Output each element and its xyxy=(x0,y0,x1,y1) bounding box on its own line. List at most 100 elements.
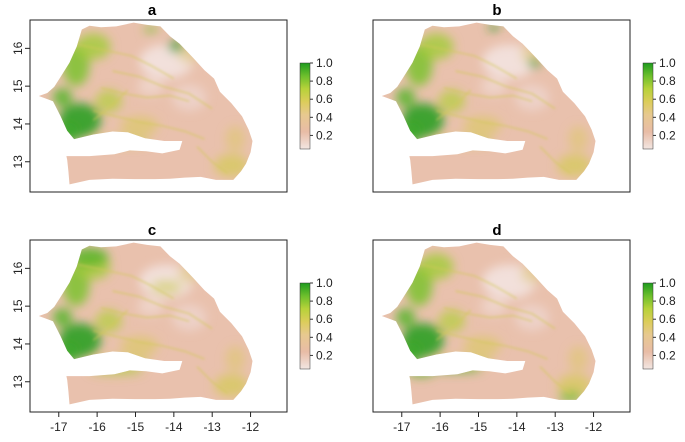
x-axis: -17 -16 -15 -14 -13 -12 xyxy=(393,412,603,434)
land-area xyxy=(381,242,596,405)
x-tick-label: -13 xyxy=(547,420,565,434)
suitability-patch xyxy=(168,40,184,53)
legend-bar xyxy=(642,62,654,150)
land-area xyxy=(381,22,596,185)
legend-label: 1.0 xyxy=(316,56,333,70)
gambia-river xyxy=(70,363,178,369)
x-tick-label: -17 xyxy=(50,420,68,434)
river-line xyxy=(420,44,518,80)
suitability-patch xyxy=(568,125,588,153)
suitability-patch xyxy=(480,296,508,316)
legend-label: 0.4 xyxy=(316,110,333,124)
legend-label: 0.4 xyxy=(659,110,676,124)
suitability-patch xyxy=(95,89,123,113)
legend-label: 0.6 xyxy=(659,312,676,326)
panel-a: a 13 14 15 16 1.0 0.8 0.6 0.4 0.2 xyxy=(11,2,333,193)
color-legend: 1.0 0.8 0.6 0.4 0.2 xyxy=(642,276,676,370)
gambia-river xyxy=(413,143,521,149)
legend-label: 0.2 xyxy=(659,348,676,362)
gambia-river xyxy=(413,363,521,369)
suitability-patch xyxy=(396,342,423,365)
river-line xyxy=(92,309,129,341)
legend-label: 0.8 xyxy=(659,74,676,88)
river-line xyxy=(196,366,228,394)
suitability-patch xyxy=(396,122,423,145)
river-line xyxy=(196,146,228,174)
panel-title: c xyxy=(148,222,156,239)
suitability-patch xyxy=(401,103,444,138)
legend-label: 0.8 xyxy=(316,294,333,308)
suitability-patch xyxy=(463,116,502,136)
panel-c: c 13 14 15 16 -17 -16 -15 -14 -13 -12 1.0 0.8 0.6 0… xyxy=(11,222,333,434)
x-tick-label: -16 xyxy=(88,420,106,434)
legend-label: 0.6 xyxy=(316,312,333,326)
river-line xyxy=(455,290,556,330)
map-layer xyxy=(381,22,596,185)
x-axis: -17 -16 -15 -14 -13 -12 xyxy=(50,412,260,434)
suitability-patch xyxy=(58,323,101,358)
suitability-patch xyxy=(53,342,80,365)
x-tick-label: -12 xyxy=(585,420,603,434)
legend-label: 1.0 xyxy=(316,276,333,290)
river-line xyxy=(100,307,190,322)
x-tick-label: -14 xyxy=(165,420,183,434)
legend-label: 0.8 xyxy=(659,294,676,308)
river-line xyxy=(92,89,129,121)
legend-label: 0.2 xyxy=(316,128,333,142)
suitability-patch xyxy=(428,364,483,373)
suitability-patch xyxy=(557,374,592,397)
suitability-patch xyxy=(225,125,245,153)
suitability-patch xyxy=(89,365,144,375)
river-line xyxy=(435,309,472,341)
suitability-patch xyxy=(463,336,502,356)
suitability-patch xyxy=(150,279,182,295)
river-line xyxy=(436,110,548,140)
suitability-patch xyxy=(557,154,592,177)
y-tick-label: 13 xyxy=(11,375,25,389)
river-line xyxy=(436,330,548,360)
y-tick-label: 16 xyxy=(11,41,25,55)
plot-frame xyxy=(372,239,631,413)
legend-label: 1.0 xyxy=(659,56,676,70)
suitability-patch xyxy=(89,136,151,146)
y-axis: 13 14 15 16 xyxy=(11,261,30,388)
suitability-patch xyxy=(137,296,165,316)
y-axis: 13 14 15 16 xyxy=(11,41,30,168)
suitability-patch xyxy=(177,264,201,284)
suitability-patch xyxy=(432,356,494,366)
land-area xyxy=(38,242,253,405)
x-tick-label: -13 xyxy=(204,420,222,434)
suitability-patch xyxy=(53,122,80,145)
river-line xyxy=(443,307,533,322)
x-tick-label: -15 xyxy=(470,420,488,434)
suitability-patch xyxy=(520,264,544,284)
legend-label: 0.2 xyxy=(659,128,676,142)
suitability-patch xyxy=(120,336,159,356)
suitability-patch xyxy=(528,58,540,69)
suitability-patch xyxy=(396,308,416,327)
x-tick-label: -17 xyxy=(393,420,411,434)
legend-label: 0.4 xyxy=(316,330,333,344)
suitability-patch xyxy=(95,309,123,333)
y-tick-label: 16 xyxy=(11,261,25,275)
plot-frame xyxy=(29,19,288,193)
color-legend: 1.0 0.8 0.6 0.4 0.2 xyxy=(299,276,333,370)
land-area xyxy=(38,22,253,185)
river-line xyxy=(539,146,571,174)
legend-label: 0.6 xyxy=(659,92,676,106)
suitability-patch xyxy=(396,88,416,107)
legend-bar xyxy=(642,282,654,370)
legend-label: 0.2 xyxy=(316,348,333,362)
x-tick-label: -15 xyxy=(127,420,145,434)
suitability-patch xyxy=(137,76,165,96)
map-layer xyxy=(381,242,596,405)
suitability-patch xyxy=(89,356,151,366)
river-line xyxy=(455,70,556,110)
suitability-patch xyxy=(419,33,454,60)
river-line xyxy=(112,70,213,110)
map-layer xyxy=(38,22,253,185)
panel-d: d -17 -16 -15 -14 -13 -12 1.0 0.8 0.6 0.4 0.2 xyxy=(372,222,676,434)
river-line xyxy=(112,290,213,330)
suitability-patch xyxy=(120,116,159,136)
suitability-patch xyxy=(401,323,444,358)
